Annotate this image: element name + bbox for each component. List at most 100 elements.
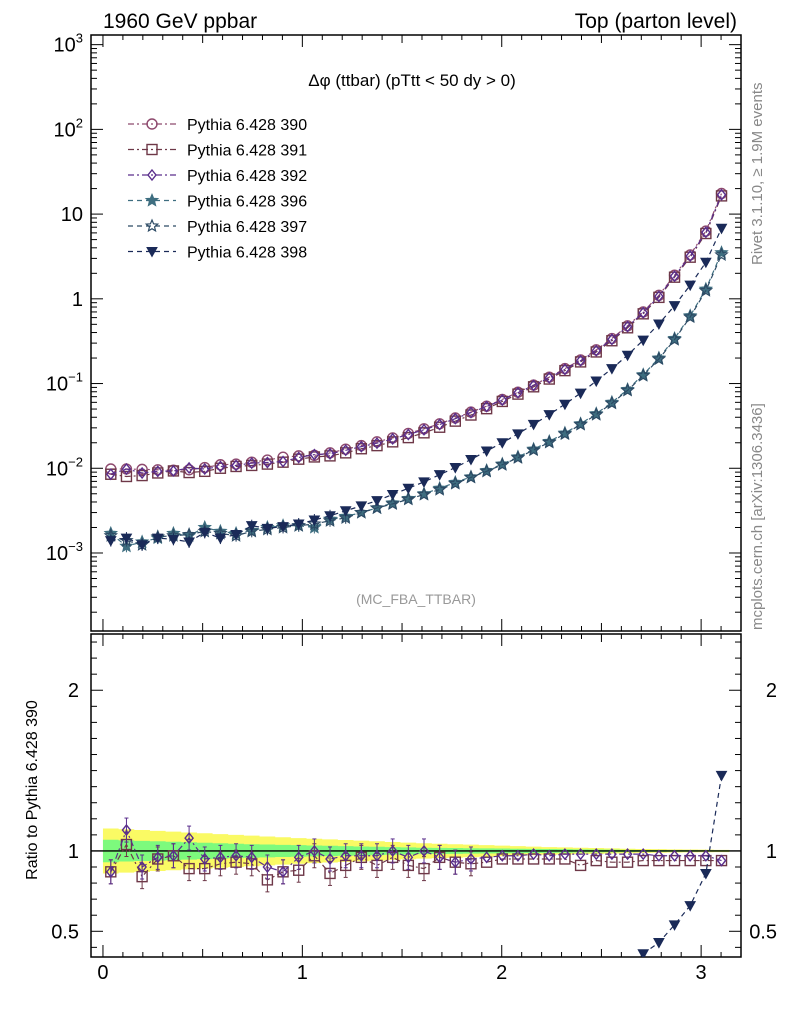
data-point <box>698 283 714 297</box>
y-tick-label-exponent: −2 <box>68 454 83 469</box>
data-point <box>293 451 304 464</box>
ratio-y-axis-label: Ratio to Pythia 6.428 390 <box>24 700 41 880</box>
analysis-label: (MC_FBA_TTBAR) <box>356 591 476 607</box>
data-point <box>246 457 257 470</box>
ratio-data-point <box>309 844 320 858</box>
data-point <box>307 516 322 531</box>
data-point <box>557 426 573 441</box>
data-point <box>513 386 523 399</box>
data-point <box>184 461 194 475</box>
ratio-data-point <box>638 848 649 861</box>
ratio-y-tick-label-right: 1 <box>766 841 777 863</box>
y-tick-label: 10−1 <box>46 370 83 396</box>
ratio-panel-frame <box>90 633 742 958</box>
data-point <box>324 511 336 522</box>
data-point <box>527 419 540 431</box>
y-tick-label: 103 <box>54 31 83 57</box>
data-point <box>152 465 163 478</box>
legend-label: Pythia 6.428 398 <box>187 245 307 262</box>
data-point <box>386 436 399 448</box>
ratio-y-tick-label-right: 0.5 <box>749 921 777 943</box>
data-point <box>559 399 571 411</box>
ratio-data-point <box>653 938 665 949</box>
data-point <box>369 500 385 515</box>
data-point <box>465 409 477 421</box>
data-point <box>512 388 524 400</box>
legend-marker <box>146 143 158 156</box>
legend-marker <box>144 192 160 207</box>
series-line <box>110 228 723 546</box>
ratio-data-point <box>372 849 382 862</box>
y-tick-label: 1 <box>72 289 83 311</box>
ratio-data-point <box>653 849 664 862</box>
ratio-series-line <box>110 843 722 881</box>
data-point <box>684 280 697 292</box>
data-point <box>651 351 667 366</box>
ratio-y-tick-label: 2 <box>68 680 79 702</box>
ratio-data-point <box>325 852 335 866</box>
main-y-tick-labels: 10−3 10−2 10−1 1 10 102 103 <box>46 31 83 565</box>
series-line <box>110 193 723 471</box>
data-point <box>604 395 620 410</box>
data-point <box>590 376 603 388</box>
series-line <box>110 252 723 547</box>
data-point <box>700 227 712 240</box>
data-point <box>684 251 696 263</box>
ratio-series-line <box>110 828 722 873</box>
data-point <box>168 464 179 478</box>
data-point <box>465 454 477 466</box>
ratio-y-tick-label-right: 2 <box>766 680 777 702</box>
ratio-data-point <box>466 852 476 866</box>
data-point <box>636 368 651 382</box>
data-point <box>198 527 211 539</box>
ratio-data-point <box>356 849 367 862</box>
series-line <box>110 254 723 546</box>
data-point <box>277 522 289 533</box>
ratio-data-point <box>121 823 132 837</box>
ratio-tick-labels: 0.5 0.5 1 1 2 2 0 1 2 3 <box>51 680 777 984</box>
ratio-data-point <box>606 856 618 868</box>
ratio-data-point <box>513 849 523 862</box>
ratio-data-point <box>590 854 602 867</box>
data-point <box>591 344 602 357</box>
legend-marker <box>144 218 160 233</box>
ratio-data-point <box>184 831 194 845</box>
data-point <box>450 412 461 425</box>
data-point <box>466 406 476 419</box>
ratio-data-point <box>480 856 493 868</box>
ratio-series-group <box>105 770 728 957</box>
data-point <box>245 521 258 532</box>
ratio-data-point <box>434 851 445 864</box>
legend-marker <box>146 118 158 130</box>
rivet-version-label: Rivet 3.1.10, ≥ 1.9M events <box>749 83 766 266</box>
data-point <box>542 434 557 449</box>
data-point <box>387 432 398 446</box>
data-point <box>105 468 116 481</box>
legend-entry: Pythia 6.428 396 <box>128 192 307 211</box>
series-pythia-6.428-397 <box>103 247 729 551</box>
x-tick-label: 2 <box>496 962 507 984</box>
data-point <box>527 381 540 393</box>
data-point <box>199 462 210 476</box>
data-point <box>433 470 446 481</box>
data-point <box>560 363 570 376</box>
data-point <box>402 431 415 444</box>
data-point <box>199 465 211 478</box>
main-panel: 10−3 10−2 10−1 1 10 102 103 Δφ (ttbar) (pTtt <… <box>46 31 742 632</box>
data-point <box>449 463 462 474</box>
legend-label: Pythia 6.428 390 <box>187 117 307 134</box>
data-point <box>495 457 510 471</box>
ratio-data-point <box>607 848 617 861</box>
x-tick-label: 3 <box>696 962 707 984</box>
data-point <box>667 332 682 346</box>
series-pythia-6.428-392 <box>105 188 727 481</box>
ratio-data-point <box>621 856 634 868</box>
data-point <box>419 423 429 436</box>
data-point <box>434 418 445 431</box>
data-point <box>418 427 430 439</box>
data-point <box>714 247 729 262</box>
data-point <box>261 458 274 470</box>
ratio-data-point <box>419 844 429 858</box>
data-point <box>403 428 414 441</box>
data-point <box>215 460 226 473</box>
